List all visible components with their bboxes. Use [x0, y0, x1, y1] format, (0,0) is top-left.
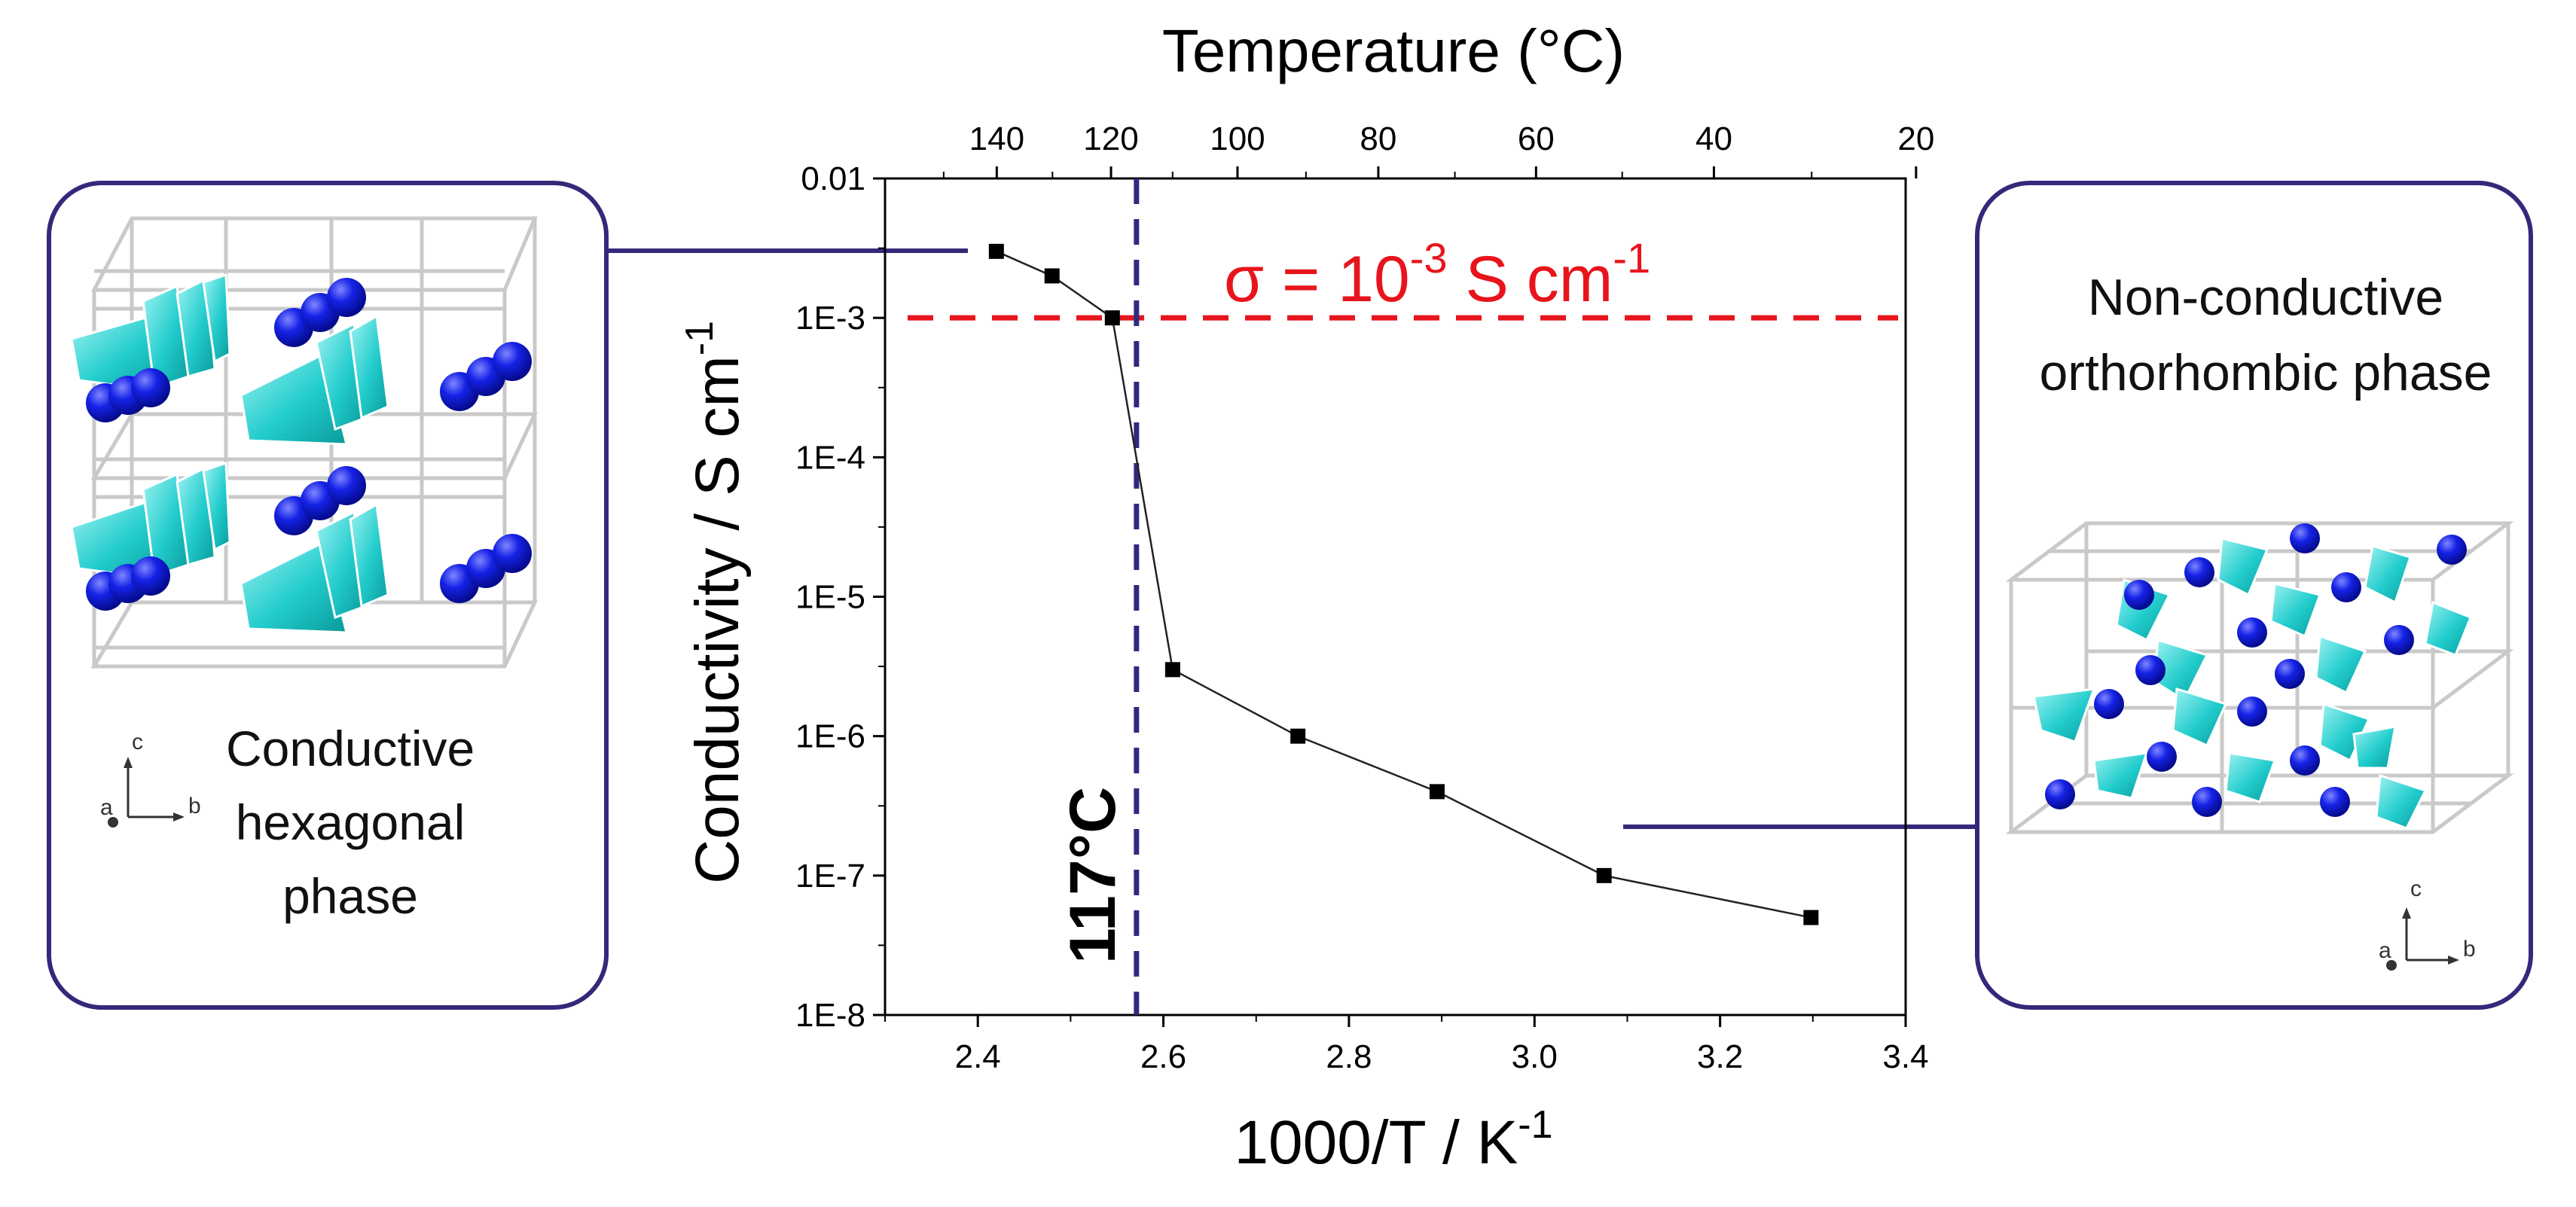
- y-axis-title: Conductivity / S cm-1: [678, 321, 752, 884]
- left-axis-c: c: [132, 730, 143, 754]
- x-axis-title-main: 1000/T / K: [1234, 1108, 1518, 1177]
- top-tick-label: 100: [1210, 120, 1265, 157]
- conductivity-chart: 2.4 2.6 2.8 3.0 3.2 3.4 0.01 1E-3 1E-4 1E-5 1E-6 1E…: [678, 17, 1934, 1177]
- x-tick-label: 3.2: [1697, 1038, 1743, 1075]
- threshold-label-exp2: -1: [1613, 234, 1650, 282]
- top-axis-title: Temperature (°C): [1162, 17, 1625, 84]
- left-phase-label-line-1: Conductive: [226, 721, 475, 776]
- top-tick-label: 140: [969, 120, 1024, 157]
- y-tick-label: 1E-8: [795, 997, 865, 1034]
- top-tick-label: 40: [1695, 120, 1732, 157]
- y-tick-label: 1E-7: [795, 858, 865, 895]
- x-tick-label: 2.8: [1326, 1038, 1372, 1075]
- y-tick-label: 1E-6: [795, 718, 865, 755]
- orthorhombic-cations: [2045, 523, 2467, 817]
- hexagonal-cations: [86, 278, 532, 611]
- left-axis-b: b: [188, 794, 201, 818]
- x-tick-label: 2.4: [955, 1038, 1001, 1075]
- top-tick-label: 80: [1360, 120, 1396, 157]
- x-tick-label: 3.4: [1882, 1038, 1928, 1075]
- right-phase-label-line-1: Non-conductive: [2087, 269, 2444, 326]
- series-line: [996, 250, 1811, 919]
- orthorhombic-structure-panel: c a b: [1975, 181, 2533, 1010]
- hexagonal-structure-panel: c a b: [47, 181, 609, 1010]
- top-tick-label: 60: [1518, 120, 1555, 157]
- y-axis-title-sup: -1: [678, 321, 722, 355]
- right-axis-triad: [2386, 907, 2459, 971]
- y-tick-label: 0.01: [801, 160, 865, 197]
- left-phase-label: Conductive hexagonal phase: [226, 712, 475, 933]
- orthorhombic-tetrahedra: [2032, 537, 2472, 830]
- data-point: [1429, 784, 1445, 800]
- y-tick-label: 1E-3: [795, 300, 865, 337]
- hexagonal-unit-cell: [90, 216, 538, 669]
- top-tick-label: 120: [1083, 120, 1138, 157]
- data-point: [1596, 867, 1612, 883]
- x-tick-label: 2.6: [1140, 1038, 1186, 1075]
- data-point: [1803, 910, 1819, 925]
- right-phase-label: Non-conductive orthorhombic phase: [1972, 260, 2559, 410]
- x-axis-title-sup: -1: [1518, 1103, 1552, 1147]
- x-tick-label: 3.0: [1512, 1038, 1558, 1075]
- left-axis-a: a: [100, 795, 113, 820]
- threshold-label-exp: -3: [1410, 234, 1448, 282]
- threshold-label: σ = 10-3 S cm-1: [1224, 234, 1650, 315]
- threshold-label-unit: S cm: [1448, 243, 1613, 315]
- top-tick-label: 20: [1897, 120, 1934, 157]
- right-axis-a: a: [2379, 938, 2391, 963]
- conductivity-series: [908, 178, 1898, 1015]
- threshold-label-main: σ = 10: [1224, 243, 1410, 315]
- y-tick-label: 1E-5: [795, 579, 865, 616]
- transition-temperature-label: 117°C: [1057, 787, 1129, 964]
- right-axis-b: b: [2463, 937, 2476, 962]
- data-point: [1290, 728, 1306, 744]
- data-point: [988, 243, 1004, 259]
- y-tick-label: 1E-4: [795, 439, 865, 476]
- chart-axes: 2.4 2.6 2.8 3.0 3.2 3.4 0.01 1E-3 1E-4 1E-5 1E-6 1E…: [795, 120, 1934, 1075]
- data-point: [1044, 268, 1060, 284]
- left-axis-triad: [108, 757, 185, 828]
- left-phase-label-line-3: phase: [282, 868, 418, 924]
- x-axis-title: 1000/T / K-1: [1234, 1103, 1552, 1177]
- right-axis-c: c: [2410, 876, 2422, 901]
- data-point: [1104, 310, 1120, 326]
- data-point: [1164, 662, 1180, 678]
- left-phase-label-line-2: hexagonal: [235, 794, 465, 850]
- right-phase-label-line-2: orthorhombic phase: [2039, 344, 2492, 401]
- y-axis-title-main: Conductivity / S cm: [683, 355, 752, 884]
